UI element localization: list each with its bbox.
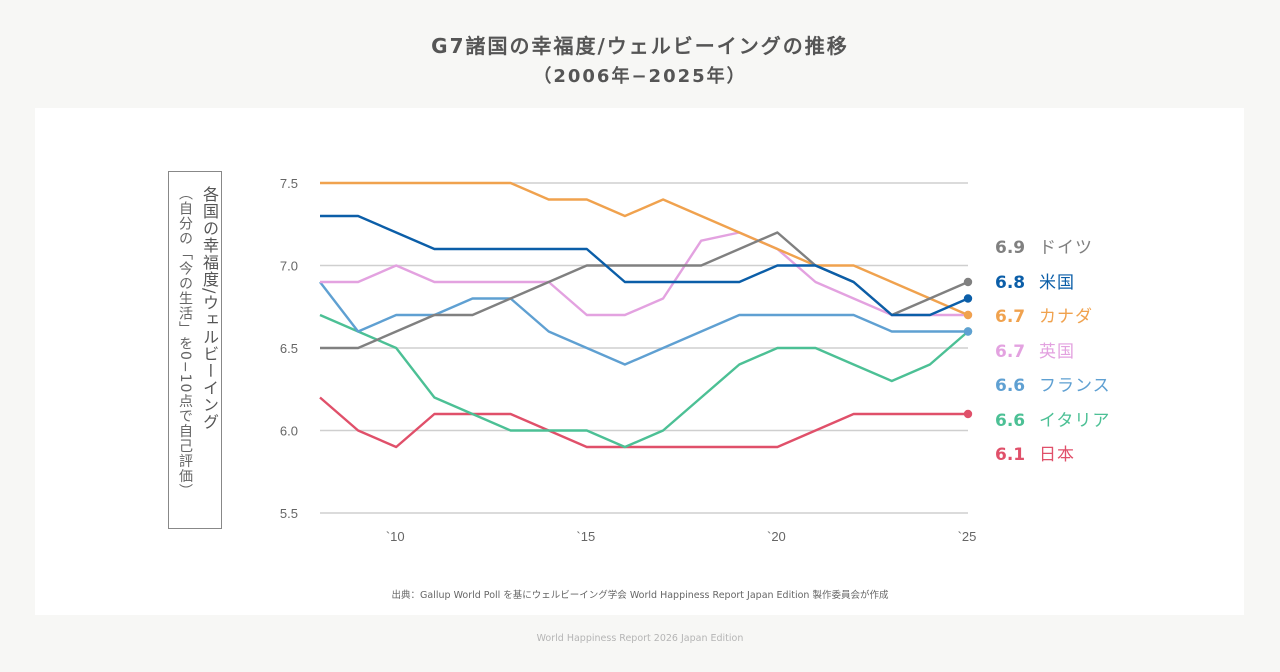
series-end-marker-0 (963, 277, 973, 287)
legend-value: 6.7 (995, 341, 1026, 362)
x-tick-label: `20 (767, 529, 786, 544)
legend-item: 6.1 日本 (995, 440, 1111, 475)
series-line-5 (319, 313, 969, 449)
series-line-4 (319, 281, 968, 366)
series-end-marker-1 (963, 294, 973, 303)
legend-value: 6.6 (995, 376, 1026, 396)
legend-value: 6.7 (995, 307, 1026, 327)
x-tick-label: `10 (386, 529, 405, 544)
y-tick-label: 5.5 (280, 506, 298, 521)
legend-item: 6.8 米国 (995, 268, 1111, 303)
legend-country: 日本 (1039, 445, 1075, 465)
legend-country: 英国 (1039, 341, 1075, 362)
legend-country: カナダ (1039, 307, 1093, 327)
legend-item: 6.7 カナダ (995, 302, 1111, 337)
series-end-marker-4 (963, 327, 973, 336)
y-tick-label: 7.5 (280, 176, 298, 191)
legend-value: 6.6 (995, 410, 1026, 431)
legend-value: 6.9 (995, 238, 1026, 258)
chart-card (35, 108, 1244, 615)
legend-country: イタリア (1039, 410, 1111, 431)
y-tick-label: 7.0 (280, 259, 298, 274)
legend-country: フランス (1039, 376, 1111, 396)
legend-country: 米国 (1039, 272, 1075, 293)
series-end-marker-2 (963, 310, 973, 320)
legend: 6.9 ドイツ 6.8 米国 6.7 カナダ 6.7 英国 6.6 フランス 6.6 イタリア 6.1 日… (995, 233, 1111, 475)
y-axis-sublabel: （自分の「今の生活」を0−10点で自己評価） (177, 186, 193, 499)
legend-item: 6.6 イタリア (995, 406, 1111, 441)
series-line-0 (320, 231, 969, 350)
x-tick-label: `15 (576, 529, 595, 544)
chart-subtitle: （2006年−2025年） (533, 66, 747, 87)
legend-value: 6.1 (995, 445, 1026, 465)
series-line-1 (320, 214, 969, 317)
legend-country: ドイツ (1039, 238, 1093, 258)
chart-title: G7諸国の幸福度/ウェルビーイングの推移 (431, 34, 849, 58)
legend-item: 6.6 フランス (995, 371, 1111, 406)
legend-item: 6.7 英国 (995, 337, 1111, 372)
x-tick-label: `25 (958, 529, 977, 544)
series-end-marker-6 (963, 409, 973, 419)
y-axis-label: 各国の幸福度/ウェルビーイング (200, 186, 219, 431)
footer: World Happiness Report 2026 Japan Editio… (536, 633, 744, 644)
series-line-6 (319, 396, 968, 449)
y-tick-label: 6.5 (280, 341, 298, 356)
legend-value: 6.8 (995, 272, 1026, 293)
series-line-3 (320, 231, 968, 317)
y-tick-label: 6.0 (280, 424, 298, 439)
legend-item: 6.9 ドイツ (995, 233, 1111, 268)
y-axis-label-box: 各国の幸福度/ウェルビーイング （自分の「今の生活」を0−10点で自己評価） (168, 171, 222, 529)
series-line-2 (320, 181, 969, 317)
source-note: 出典：Gallup World Poll を基にウェルビーイング学会 World… (391, 590, 889, 601)
